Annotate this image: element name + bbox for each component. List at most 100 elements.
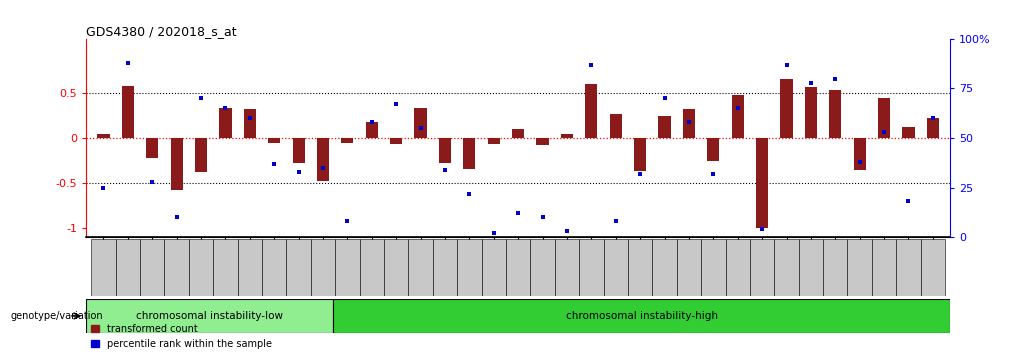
Bar bbox=[927, 118, 939, 138]
Text: chromosomal instability-high: chromosomal instability-high bbox=[566, 311, 717, 321]
Bar bbox=[488, 138, 500, 144]
Text: GDS4380 / 202018_s_at: GDS4380 / 202018_s_at bbox=[86, 25, 237, 38]
FancyBboxPatch shape bbox=[896, 239, 920, 296]
Point bbox=[315, 165, 331, 171]
Point bbox=[266, 161, 282, 167]
FancyBboxPatch shape bbox=[506, 239, 530, 296]
FancyBboxPatch shape bbox=[628, 239, 652, 296]
FancyBboxPatch shape bbox=[823, 239, 847, 296]
Bar bbox=[366, 122, 378, 138]
Point bbox=[461, 191, 478, 196]
Bar bbox=[853, 138, 866, 170]
Point bbox=[656, 96, 673, 101]
Point bbox=[583, 62, 599, 68]
Point bbox=[925, 115, 941, 121]
Point bbox=[437, 167, 453, 173]
Point bbox=[217, 105, 234, 111]
FancyBboxPatch shape bbox=[530, 239, 555, 296]
Bar bbox=[415, 108, 427, 138]
Bar bbox=[732, 95, 744, 138]
FancyBboxPatch shape bbox=[238, 239, 262, 296]
Bar bbox=[780, 80, 792, 138]
Bar bbox=[244, 109, 256, 138]
Point bbox=[827, 76, 843, 81]
Bar bbox=[683, 109, 695, 138]
FancyBboxPatch shape bbox=[433, 239, 457, 296]
FancyBboxPatch shape bbox=[360, 239, 384, 296]
FancyBboxPatch shape bbox=[555, 239, 579, 296]
Bar bbox=[293, 138, 305, 163]
Text: chromosomal instability-low: chromosomal instability-low bbox=[136, 311, 283, 321]
Bar bbox=[536, 138, 549, 145]
Point bbox=[608, 218, 624, 224]
Point bbox=[559, 228, 575, 234]
Bar bbox=[98, 133, 110, 138]
Text: genotype/variation: genotype/variation bbox=[10, 311, 103, 321]
Bar bbox=[390, 138, 402, 144]
Bar bbox=[561, 133, 573, 138]
Point bbox=[754, 227, 770, 232]
Point bbox=[96, 185, 112, 190]
FancyBboxPatch shape bbox=[86, 299, 333, 333]
Bar bbox=[317, 138, 329, 181]
Point bbox=[729, 105, 746, 111]
Bar bbox=[585, 84, 597, 138]
Point bbox=[705, 171, 721, 177]
FancyBboxPatch shape bbox=[774, 239, 799, 296]
FancyBboxPatch shape bbox=[287, 239, 311, 296]
Bar bbox=[122, 86, 134, 138]
FancyBboxPatch shape bbox=[799, 239, 823, 296]
FancyBboxPatch shape bbox=[408, 239, 433, 296]
Bar bbox=[829, 90, 841, 138]
FancyBboxPatch shape bbox=[847, 239, 872, 296]
Bar bbox=[805, 87, 817, 138]
Bar bbox=[634, 138, 646, 171]
FancyBboxPatch shape bbox=[457, 239, 482, 296]
Point bbox=[851, 159, 868, 165]
FancyBboxPatch shape bbox=[140, 239, 165, 296]
FancyBboxPatch shape bbox=[165, 239, 189, 296]
Point bbox=[388, 102, 404, 107]
Bar bbox=[512, 129, 524, 138]
FancyBboxPatch shape bbox=[920, 239, 945, 296]
Point bbox=[242, 115, 258, 121]
FancyBboxPatch shape bbox=[91, 239, 116, 296]
FancyBboxPatch shape bbox=[725, 239, 750, 296]
Point bbox=[412, 125, 429, 131]
Bar bbox=[195, 138, 207, 172]
Point bbox=[778, 62, 795, 68]
Bar bbox=[146, 138, 158, 158]
Bar bbox=[902, 127, 914, 138]
FancyBboxPatch shape bbox=[579, 239, 604, 296]
FancyBboxPatch shape bbox=[116, 239, 140, 296]
Point bbox=[193, 96, 209, 101]
FancyBboxPatch shape bbox=[335, 239, 360, 296]
Point bbox=[510, 211, 526, 216]
FancyBboxPatch shape bbox=[604, 239, 628, 296]
FancyBboxPatch shape bbox=[311, 239, 335, 296]
Bar bbox=[756, 138, 768, 228]
FancyBboxPatch shape bbox=[213, 239, 238, 296]
FancyBboxPatch shape bbox=[701, 239, 725, 296]
Legend: transformed count, percentile rank within the sample: transformed count, percentile rank withi… bbox=[91, 324, 271, 349]
Point bbox=[803, 80, 819, 85]
Bar bbox=[878, 97, 890, 138]
FancyBboxPatch shape bbox=[750, 239, 774, 296]
FancyBboxPatch shape bbox=[652, 239, 677, 296]
Point bbox=[169, 215, 185, 220]
Point bbox=[364, 119, 380, 125]
Bar bbox=[658, 115, 671, 138]
FancyBboxPatch shape bbox=[482, 239, 506, 296]
FancyBboxPatch shape bbox=[333, 299, 950, 333]
Bar bbox=[707, 138, 719, 161]
Bar bbox=[463, 138, 475, 169]
Point bbox=[534, 215, 551, 220]
Point bbox=[876, 129, 892, 135]
Bar bbox=[341, 138, 354, 143]
FancyBboxPatch shape bbox=[189, 239, 213, 296]
Point bbox=[632, 171, 648, 177]
Point bbox=[339, 218, 356, 224]
Point bbox=[900, 199, 916, 204]
Point bbox=[144, 179, 161, 184]
FancyBboxPatch shape bbox=[872, 239, 896, 296]
